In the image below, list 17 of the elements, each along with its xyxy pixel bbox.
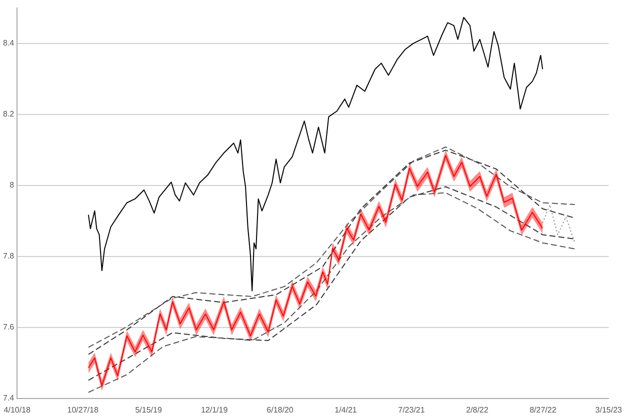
x-tick-label: 2/8/22 [466,405,489,414]
line-series [542,204,576,244]
x-tick-label: 3/15/23 [595,405,623,414]
x-tick-label: 7/23/21 [398,405,426,414]
x-tick-label: 8/27/22 [530,405,557,414]
y-tick-label: 7.6 [2,322,15,332]
x-tick-label: 6/18/20 [266,405,294,414]
x-tick-label: 10/27/18 [67,405,99,414]
y-tick-label: 7.8 [2,252,15,261]
y-tick-label: 7.4 [2,394,15,403]
y-tick-label: 8.2 [2,110,15,119]
y-tick-label: 8.4 [2,38,15,48]
x-tick-label: 12/1/19 [200,405,228,414]
x-tick-label: 1/4/21 [334,405,358,414]
y-tick-label: 8 [10,180,15,190]
x-tick-label: 4/10/18 [4,405,32,414]
x-tick-label: 5/15/19 [135,405,162,414]
